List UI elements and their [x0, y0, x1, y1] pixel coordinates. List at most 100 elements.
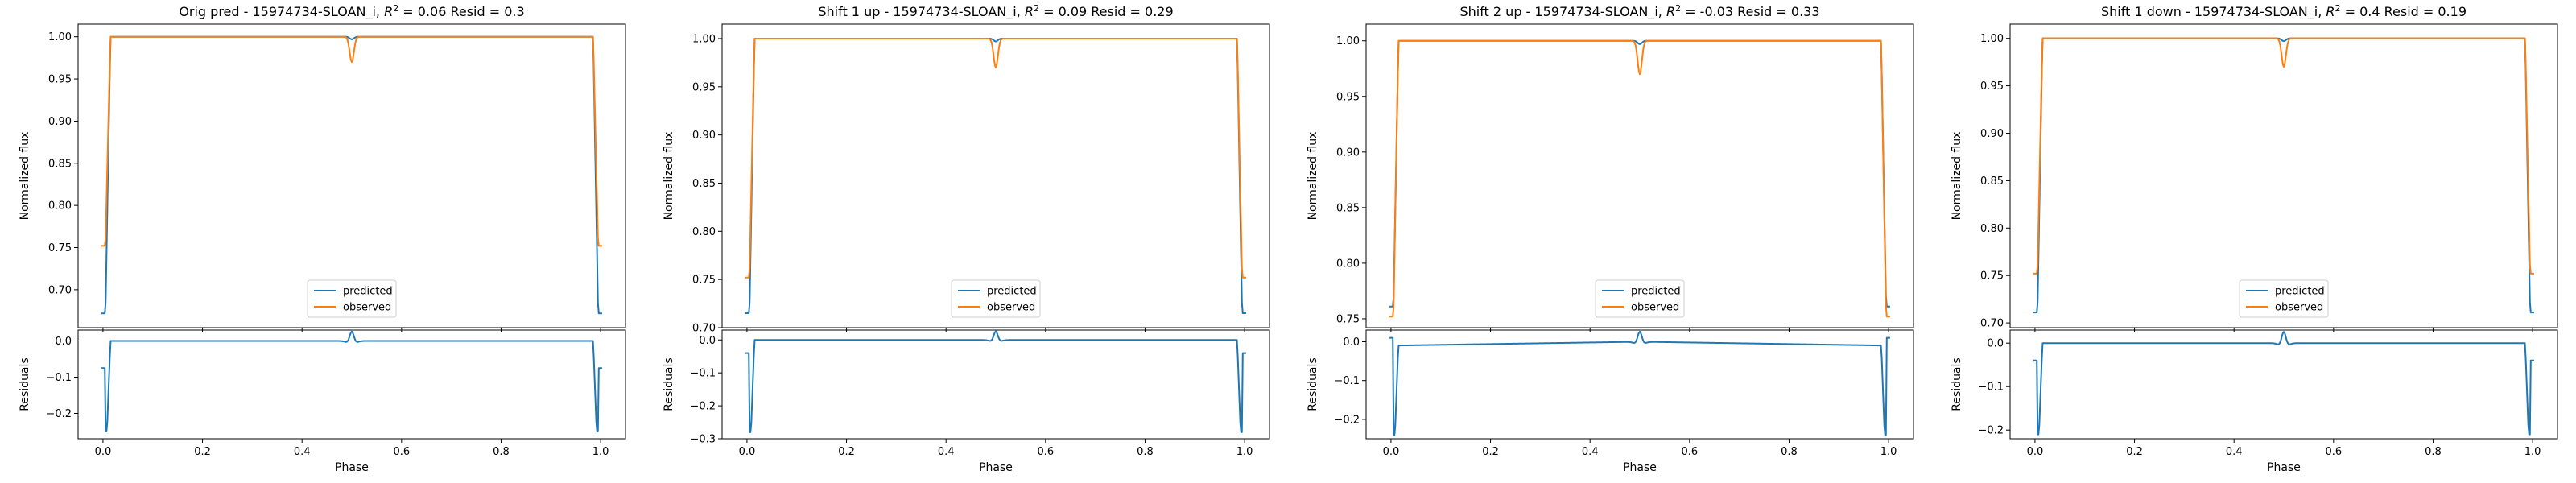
main-ytick-label: 0.75 — [692, 275, 716, 287]
residual-line — [2033, 331, 2534, 436]
title-prefix: Shift 2 up - 15974734-SLOAN_i, — [1459, 4, 1666, 20]
series-line-predicted — [2033, 37, 2534, 314]
main-ytick-label: 0.90 — [1336, 147, 1360, 159]
residual-axes-frame — [1365, 329, 1914, 440]
title-prefix: Orig pred - 15974734-SLOAN_i, — [179, 4, 384, 20]
residual-line — [1389, 330, 1890, 436]
xtick-label: 0.4 — [938, 446, 955, 458]
main-axes-frame — [2009, 23, 2558, 328]
main-ytick-label: 0.85 — [48, 158, 72, 170]
main-ylabel: Normalized flux — [19, 132, 31, 221]
xlabel: Phase — [2267, 461, 2301, 474]
xtick-label: 0.4 — [294, 446, 311, 458]
main-ytick-label: 0.95 — [1980, 80, 2004, 93]
legend-label-observed: observed — [2275, 302, 2323, 314]
legend-label-predicted: predicted — [987, 286, 1037, 298]
title-r2-value: = 0.06 Resid = 0.3 — [398, 4, 525, 19]
residual-line — [745, 330, 1246, 433]
residual-ytick-label: −0.1 — [690, 368, 716, 380]
residual-ytick-label: −0.3 — [690, 434, 716, 446]
xtick-label: 1.0 — [1880, 446, 1897, 458]
residual-ytick-label: −0.1 — [1978, 382, 2004, 394]
xtick-label: 0.6 — [1037, 446, 1054, 458]
residual-ylabel: Residuals — [1951, 357, 1963, 411]
chart-panel-1: Orig pred - 15974734-SLOAN_i, R2 = 0.06 … — [19, 3, 626, 474]
title-r2-value: = 0.4 Resid = 0.19 — [2341, 4, 2467, 19]
residual-ytick-label: −0.1 — [1334, 375, 1360, 387]
legend-label-predicted: predicted — [1631, 286, 1681, 298]
residual-ytick-label: −0.2 — [690, 401, 716, 413]
xlabel: Phase — [979, 461, 1013, 474]
legend: predicted observed — [307, 279, 397, 318]
main-ytick-label: 0.90 — [1980, 128, 2004, 140]
residual-ylabel: Residuals — [19, 357, 31, 411]
title-r2-symbol: R — [1666, 4, 1675, 19]
residual-ytick-label: −0.2 — [1978, 425, 2004, 437]
xtick-label: 0.4 — [2226, 446, 2243, 458]
main-ytick-label: 1.00 — [1336, 35, 1360, 47]
main-ytick-label: 0.85 — [1980, 175, 2004, 188]
title-prefix: Shift 1 down - 15974734-SLOAN_i, — [2101, 4, 2326, 20]
residual-ytick-label: 0.0 — [1987, 338, 2004, 350]
main-ylabel: Normalized flux — [663, 132, 675, 221]
main-ytick-label: 0.70 — [48, 284, 72, 296]
legend-box — [2239, 279, 2329, 318]
chart-panel-3: Shift 2 up - 15974734-SLOAN_i, R2 = -0.0… — [1307, 3, 1914, 474]
main-ytick-label: 0.80 — [692, 226, 716, 238]
main-ytick-label: 0.90 — [48, 116, 72, 128]
main-ytick-label: 0.70 — [1980, 318, 2004, 330]
xtick-label: 0.2 — [1482, 446, 1499, 458]
title-r2-exponent: 2 — [1675, 3, 1681, 14]
xtick-label: 0.8 — [493, 446, 510, 458]
main-ytick-label: 0.85 — [692, 178, 716, 190]
title-r2-value: = -0.03 Resid = 0.33 — [1681, 4, 1819, 19]
legend: predicted observed — [1595, 279, 1685, 318]
title-r2-value: = 0.09 Resid = 0.29 — [1039, 4, 1174, 19]
legend: predicted observed — [2239, 279, 2329, 318]
main-ytick-label: 1.00 — [1980, 33, 2004, 45]
residual-axes-frame — [2009, 329, 2558, 440]
xlabel: Phase — [1623, 461, 1657, 474]
legend-label-observed: observed — [343, 302, 391, 314]
xtick-label: 0.4 — [1582, 446, 1599, 458]
residual-ytick-label: 0.0 — [1343, 336, 1360, 349]
main-axes-frame — [77, 23, 626, 328]
residual-line — [101, 330, 602, 432]
xtick-label: 0.2 — [194, 446, 211, 458]
residual-ytick-label: 0.0 — [699, 335, 716, 347]
residual-ylabel: Residuals — [663, 357, 675, 411]
title-prefix: Shift 1 up - 15974734-SLOAN_i, — [818, 4, 1025, 20]
main-ytick-label: 0.80 — [1980, 223, 2004, 235]
xtick-label: 0.6 — [393, 446, 410, 458]
xtick-label: 1.0 — [592, 446, 609, 458]
title-r2-symbol: R — [1025, 4, 1034, 19]
legend-box — [307, 279, 397, 318]
series-line-observed — [2033, 37, 2534, 275]
main-ytick-label: 0.95 — [48, 74, 72, 86]
main-ytick-label: 1.00 — [692, 33, 716, 45]
residual-ytick-label: −0.2 — [46, 408, 72, 420]
main-ytick-label: 0.75 — [1980, 270, 2004, 283]
chart-panel-4: Shift 1 down - 15974734-SLOAN_i, R2 = 0.… — [1951, 3, 2558, 474]
chart-panel-2: Shift 1 up - 15974734-SLOAN_i, R2 = 0.09… — [663, 3, 1270, 474]
xtick-label: 0.0 — [739, 446, 756, 458]
chart-title: Orig pred - 15974734-SLOAN_i, R2 = 0.06 … — [179, 3, 524, 20]
series-line-predicted — [101, 35, 602, 315]
series-line-observed — [101, 35, 602, 247]
main-ytick-label: 0.95 — [692, 81, 716, 93]
main-ytick-label: 0.80 — [48, 200, 72, 213]
xtick-label: 0.8 — [2425, 446, 2442, 458]
main-ytick-label: 0.75 — [1336, 313, 1360, 325]
residual-ytick-label: −0.2 — [1334, 414, 1360, 426]
residual-ytick-label: −0.1 — [46, 372, 72, 384]
main-ytick-label: 0.85 — [1336, 202, 1360, 214]
xtick-label: 0.2 — [838, 446, 855, 458]
series-line-observed — [1389, 39, 1890, 318]
main-ytick-label: 1.00 — [48, 31, 72, 43]
main-ylabel: Normalized flux — [1951, 132, 1963, 221]
chart-title: Shift 1 up - 15974734-SLOAN_i, R2 = 0.09… — [818, 3, 1173, 20]
series-line-predicted — [1389, 39, 1890, 308]
xtick-label: 0.2 — [2126, 446, 2143, 458]
main-axes-frame — [1365, 23, 1914, 328]
